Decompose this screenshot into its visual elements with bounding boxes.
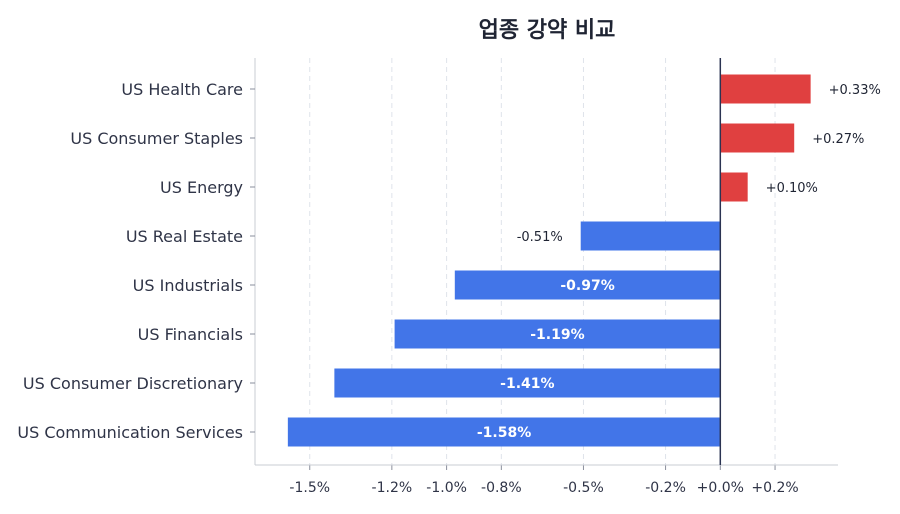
value-label: +0.27%	[812, 132, 864, 147]
bar	[580, 221, 721, 251]
category-label: US Communication Services	[17, 423, 243, 442]
x-tick-label: -1.5%	[289, 480, 330, 496]
value-label: +0.33%	[829, 83, 881, 98]
value-label: +0.10%	[766, 181, 818, 196]
bar	[720, 172, 748, 202]
x-tick-label: -1.2%	[372, 480, 413, 496]
category-label: US Real Estate	[126, 227, 243, 246]
category-label: US Consumer Staples	[70, 129, 243, 148]
labels: -1.5% -1.2% -1.0% -0.8% -0.5% -0.2% +0.0% +0.2%…	[17, 80, 880, 496]
category-label: US Health Care	[121, 80, 243, 99]
x-tick-label: -1.0%	[426, 480, 467, 496]
category-label: US Financials	[138, 325, 243, 344]
value-label: -1.58%	[477, 425, 531, 441]
x-tick-label: -0.5%	[563, 480, 604, 496]
chart-title: 업종 강약 비교	[479, 18, 616, 43]
value-label: -0.97%	[560, 278, 614, 294]
bars	[287, 58, 811, 465]
axes	[250, 58, 838, 470]
bar	[287, 417, 721, 447]
bar	[720, 74, 811, 104]
category-label: US Energy	[160, 178, 243, 197]
x-tick-label: +0.0%	[697, 480, 744, 496]
value-label: -1.41%	[500, 376, 554, 392]
x-tick-label: -0.8%	[481, 480, 522, 496]
bar	[334, 368, 721, 398]
category-label: US Industrials	[133, 276, 243, 295]
grid-lines	[309, 58, 776, 465]
bar	[454, 270, 721, 300]
value-label: -1.19%	[530, 327, 584, 343]
value-label: -0.51%	[517, 230, 563, 245]
x-tick-label: -0.2%	[645, 480, 686, 496]
bar	[394, 319, 721, 349]
category-label: US Consumer Discretionary	[23, 374, 243, 393]
x-tick-label: +0.2%	[751, 480, 798, 496]
bar	[720, 123, 795, 153]
